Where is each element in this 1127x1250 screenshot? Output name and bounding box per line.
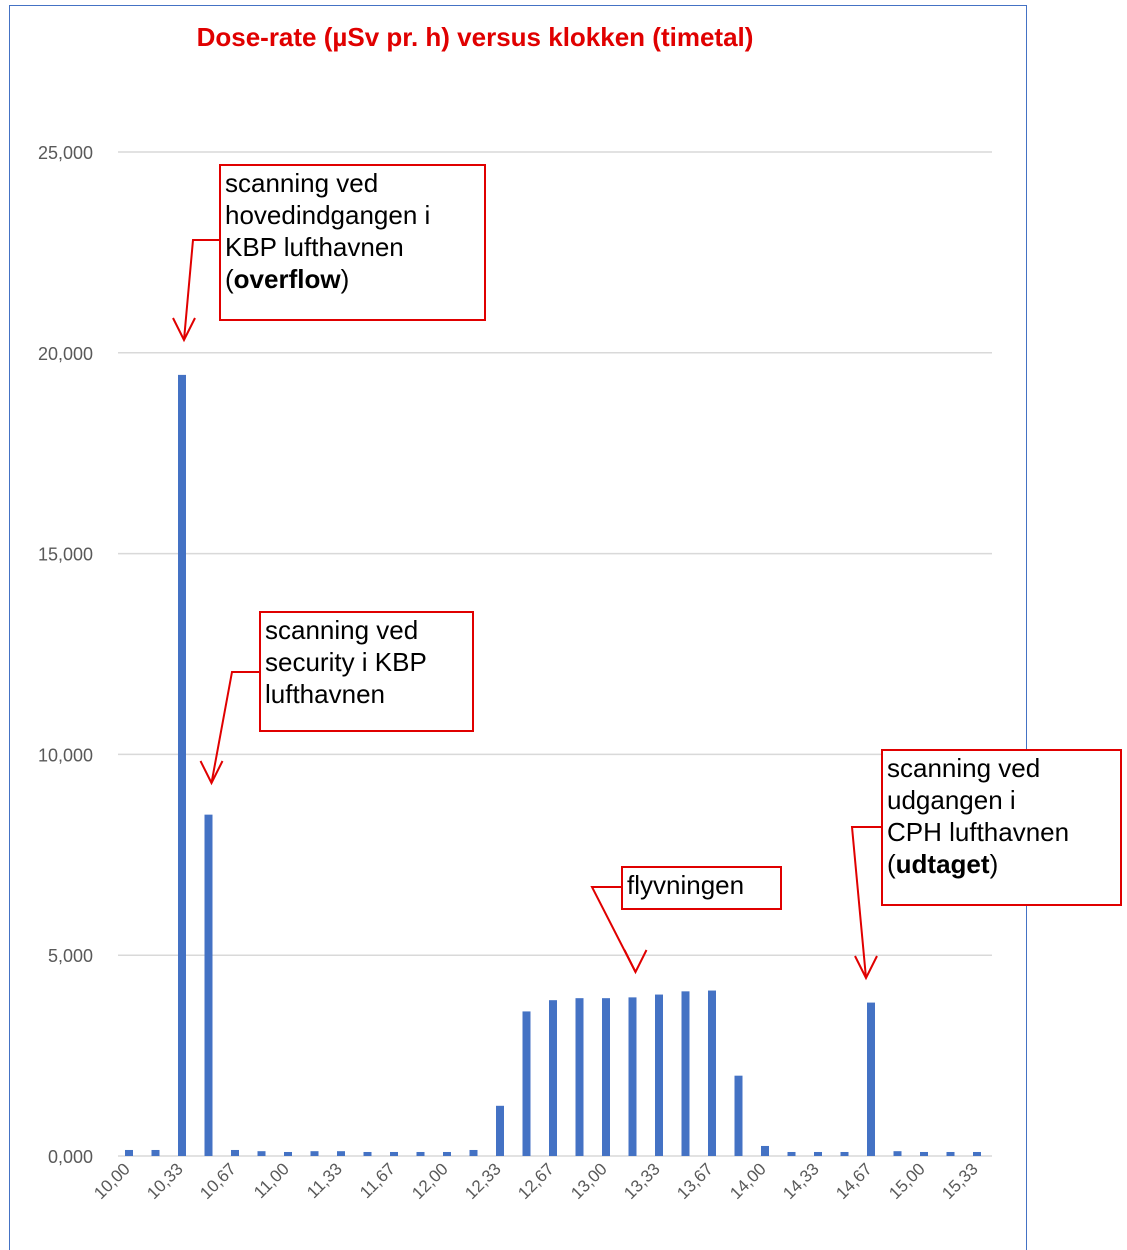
x-tick-label: 11,67: [356, 1159, 399, 1202]
y-tick-label: 5,000: [48, 946, 93, 966]
bar: [443, 1151, 451, 1156]
bar: [973, 1151, 981, 1156]
y-tick-label: 0,000: [48, 1147, 93, 1167]
y-tick-label: 15,000: [38, 545, 93, 565]
annotation-security: scanning ved security i KBP lufthavnen: [259, 611, 474, 732]
bar: [337, 1151, 345, 1156]
annotation-exit-leader: [850, 826, 881, 979]
bar: [310, 1151, 319, 1156]
annotation-overflow: scanning ved hovedindgangen i KBP luftha…: [219, 164, 486, 321]
x-tick-label: 12,33: [461, 1159, 505, 1203]
bar: [628, 997, 637, 1156]
bar: [390, 1151, 398, 1156]
annotation-flight-arrowhead: [623, 949, 648, 975]
annotation-security-leader: [210, 671, 259, 784]
x-tick-label: 13,33: [620, 1159, 664, 1203]
bar: [469, 1149, 478, 1156]
y-tick-label: 20,000: [38, 344, 93, 364]
bar: [840, 1151, 849, 1156]
bar: [761, 1145, 769, 1156]
bar: [920, 1151, 928, 1156]
annotation-overflow-paren-open: (: [225, 264, 234, 294]
annotation-exit-paren-close: ): [989, 849, 999, 879]
annotation-exit-arrowhead: [854, 955, 878, 981]
bar: [575, 998, 584, 1156]
bar: [655, 994, 663, 1156]
bar: [178, 374, 186, 1156]
annotation-exit-line-1: scanning ved: [887, 753, 1041, 783]
annotation-overflow-paren-close: ): [340, 264, 350, 294]
annotation-flight: flyvningen: [621, 866, 782, 910]
x-tick-label: 14,33: [779, 1159, 823, 1203]
bar: [416, 1151, 425, 1156]
bar: [125, 1149, 133, 1156]
x-tick-label: 10,67: [196, 1159, 240, 1203]
annotation-overflow-line-4: (overflow): [225, 263, 479, 295]
x-tick-label: 11,33: [303, 1159, 346, 1202]
bar: [204, 814, 213, 1156]
annotation-exit-line-2: udgangen i: [887, 785, 1016, 815]
bar: [734, 1075, 743, 1156]
annotation-overflow-line-1: scanning ved: [225, 168, 379, 198]
bar: [549, 1000, 557, 1156]
x-tick-label: 10,33: [143, 1159, 187, 1203]
x-tick-label: 10,00: [90, 1159, 134, 1203]
bar: [231, 1149, 239, 1156]
annotation-security-line-2: security i KBP: [265, 647, 427, 677]
bar: [151, 1149, 160, 1156]
bar: [787, 1151, 796, 1156]
annotation-overflow-line-2: hovedindgangen i: [225, 200, 431, 230]
annotation-security-line-1: scanning ved: [265, 615, 419, 645]
x-tick-label: 13,00: [567, 1159, 611, 1203]
bar: [681, 991, 690, 1156]
x-tick-label: 13,67: [673, 1159, 717, 1203]
annotation-flight-line-1: flyvningen: [627, 870, 745, 900]
bar: [522, 1011, 531, 1156]
bar: [496, 1105, 504, 1156]
chart-title: Dose-rate (µSv pr. h) versus klokken (ti…: [196, 22, 754, 52]
x-tick-label: 15,00: [885, 1159, 929, 1203]
x-tick-label: 12,67: [514, 1159, 558, 1203]
bar: [257, 1151, 266, 1156]
annotation-overflow-line-3: KBP lufthavnen: [225, 232, 404, 262]
annotation-security-arrowhead: [199, 760, 224, 786]
annotation-exit-bold: udtaget: [895, 849, 990, 879]
annotation-overflow-bold: overflow: [233, 264, 341, 294]
annotation-overflow-leader: [183, 239, 219, 341]
annotation-security-line-3: lufthavnen: [265, 679, 385, 709]
bar: [946, 1151, 955, 1156]
x-tick-label: 14,00: [726, 1159, 770, 1203]
y-tick-label: 10,000: [38, 745, 93, 765]
annotation-exit: scanning ved udgangen i CPH lufthavnen (…: [881, 749, 1122, 906]
bar: [602, 998, 610, 1156]
bar: [867, 1002, 875, 1156]
x-tick-label: 11,00: [250, 1159, 293, 1202]
bar: [708, 990, 716, 1156]
y-tick-label: 25,000: [38, 143, 93, 163]
bar: [284, 1151, 292, 1156]
bar: [814, 1151, 822, 1156]
annotation-exit-paren-open: (: [887, 849, 896, 879]
x-tick-label: 14,67: [832, 1159, 876, 1203]
chart-frame: [9, 5, 1027, 1250]
annotation-overflow-arrowhead: [172, 317, 196, 343]
annotation-exit-line-3: CPH lufthavnen: [887, 817, 1070, 847]
bar: [893, 1151, 902, 1156]
annotation-flight-leader: [590, 886, 637, 973]
annotation-exit-line-4: (udtaget): [887, 848, 1115, 880]
x-tick-label: 15,33: [938, 1159, 982, 1203]
x-tick-label: 12,00: [408, 1159, 452, 1203]
bar: [363, 1151, 372, 1156]
